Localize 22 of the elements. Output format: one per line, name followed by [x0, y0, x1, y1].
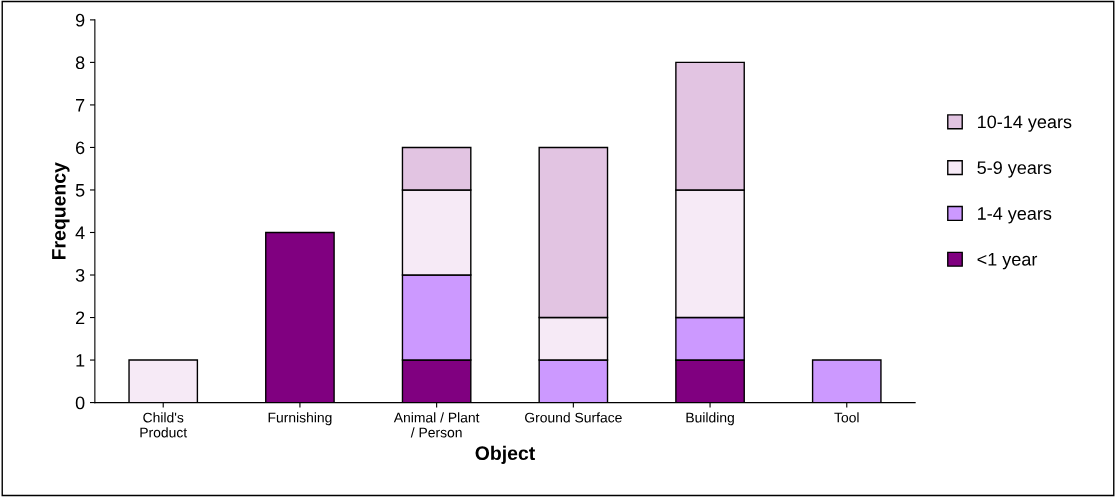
y-tick-label: 9	[75, 13, 85, 27]
y-tick-label: 1	[76, 354, 85, 367]
legend-label: 10-14 years	[978, 115, 1072, 132]
legend-label: 5-9 years	[977, 161, 1052, 178]
y-tick-label: 8	[75, 56, 85, 70]
legend-label: <1 year	[977, 253, 1038, 270]
legend-label: 1-4 years	[978, 207, 1052, 224]
y-tick-label: 6	[76, 141, 85, 155]
y-tick-label: 0	[75, 396, 85, 410]
y-tick-label: 2	[76, 311, 85, 325]
x-tick-label: Ground Surface	[525, 412, 622, 423]
y-tick-label: 7	[76, 99, 85, 112]
x-tick-label: Building	[686, 412, 734, 426]
x-tick-label: Animal / Plant / Person	[393, 412, 480, 438]
x-tick-label: Child's Product	[140, 412, 188, 438]
x-tick-label: Tool	[834, 412, 859, 423]
x-tick-label: Furnishing	[268, 412, 332, 426]
y-tick-label: 5	[75, 184, 85, 197]
y-tick-label: 3	[75, 268, 85, 282]
x-axis-title: Object	[475, 445, 536, 464]
y-axis-title: Frequency	[52, 162, 70, 260]
y-tick-label: 4	[75, 226, 85, 240]
